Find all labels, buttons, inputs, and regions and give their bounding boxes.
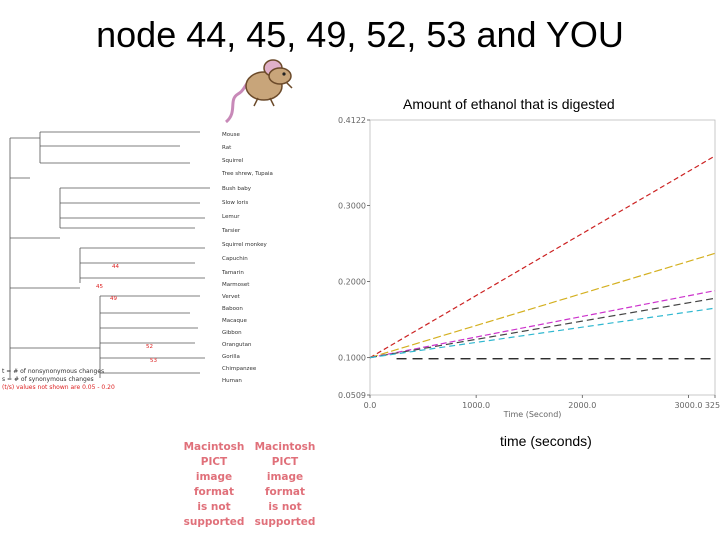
y-tick-label: 0.3000 (338, 201, 366, 210)
svg-text:Tree shrew, Tupaia: Tree shrew, Tupaia (221, 171, 273, 177)
mouse-clipart (224, 59, 293, 124)
svg-text:53: 53 (150, 358, 157, 364)
svg-text:Marmoset: Marmoset (222, 282, 250, 288)
svg-text:Macaque: Macaque (222, 318, 247, 324)
y-tick-label: 0.2000 (338, 278, 366, 287)
y-tick-label: 0.1000 (338, 354, 366, 363)
svg-text:49: 49 (110, 296, 117, 302)
pict-placeholder-2: Macintosh PICT image format is not suppo… (254, 441, 316, 528)
svg-text:52: 52 (146, 344, 153, 350)
y-tick-label: 0.0509 (338, 391, 366, 400)
tree-legend-t: t = # of nonsynonymous changes (2, 368, 105, 375)
svg-text:Orangutan: Orangutan (222, 342, 252, 348)
svg-text:Tarsier: Tarsier (221, 228, 241, 234)
svg-text:45: 45 (96, 284, 103, 290)
series-line-1 (369, 252, 716, 359)
series-line-0 (369, 155, 716, 359)
svg-text:Vervet: Vervet (222, 294, 241, 300)
x-axis-small-label: Time (Second) (503, 410, 562, 419)
series-line-3 (369, 297, 716, 359)
tree-legend-s: s = # of synonymous changes (2, 376, 94, 383)
slide-title: node 44, 45, 49, 52, 53 and YOU (96, 14, 624, 55)
svg-text:44: 44 (112, 264, 119, 270)
series-line-2 (369, 290, 716, 359)
svg-text:Mouse: Mouse (222, 132, 240, 138)
chart-title: Amount of ethanol that is digested (403, 96, 615, 112)
svg-text:Baboon: Baboon (222, 306, 243, 312)
x-tick-label: 1000.0 (462, 401, 490, 410)
series-line-4 (369, 307, 716, 359)
svg-text:Chimpanzee: Chimpanzee (222, 366, 257, 372)
x-tick-label: 3250 (705, 401, 720, 410)
chart-plot-frame (369, 119, 716, 396)
svg-text:Capuchin: Capuchin (222, 256, 248, 262)
ethanol-line-chart: 0.0509 0.1000 0.2000 0.3000 0.4122 0.0 1000.0 2… (338, 116, 720, 419)
chart-x-axis-label: time (seconds) (500, 433, 592, 449)
svg-text:Lemur: Lemur (222, 214, 240, 220)
svg-text:Squirrel: Squirrel (222, 158, 244, 164)
svg-text:Human: Human (222, 378, 242, 384)
svg-text:Bush baby: Bush baby (222, 186, 252, 192)
svg-text:Squirrel monkey: Squirrel monkey (222, 242, 268, 248)
svg-text:Gorilla: Gorilla (222, 354, 240, 360)
phylogenetic-tree: Mouse Rat Squirrel Tree shrew, Tupaia Bu… (9, 131, 273, 384)
pict-placeholder-1: Macintosh PICT image format is not suppo… (183, 441, 245, 528)
x-tick-label: 3000.0 (674, 401, 702, 410)
y-tick-label: 0.4122 (338, 116, 366, 125)
svg-text:Gibbon: Gibbon (222, 330, 242, 336)
svg-text:Tamarin: Tamarin (221, 270, 244, 276)
x-tick-label: 2000.0 (568, 401, 596, 410)
tree-legend-ratio: (t/s) values not shown are 0.05 - 0.20 (2, 384, 115, 391)
x-tick-label: 0.0 (364, 401, 377, 410)
svg-text:Slow loris: Slow loris (222, 200, 248, 206)
svg-text:Rat: Rat (222, 145, 232, 151)
